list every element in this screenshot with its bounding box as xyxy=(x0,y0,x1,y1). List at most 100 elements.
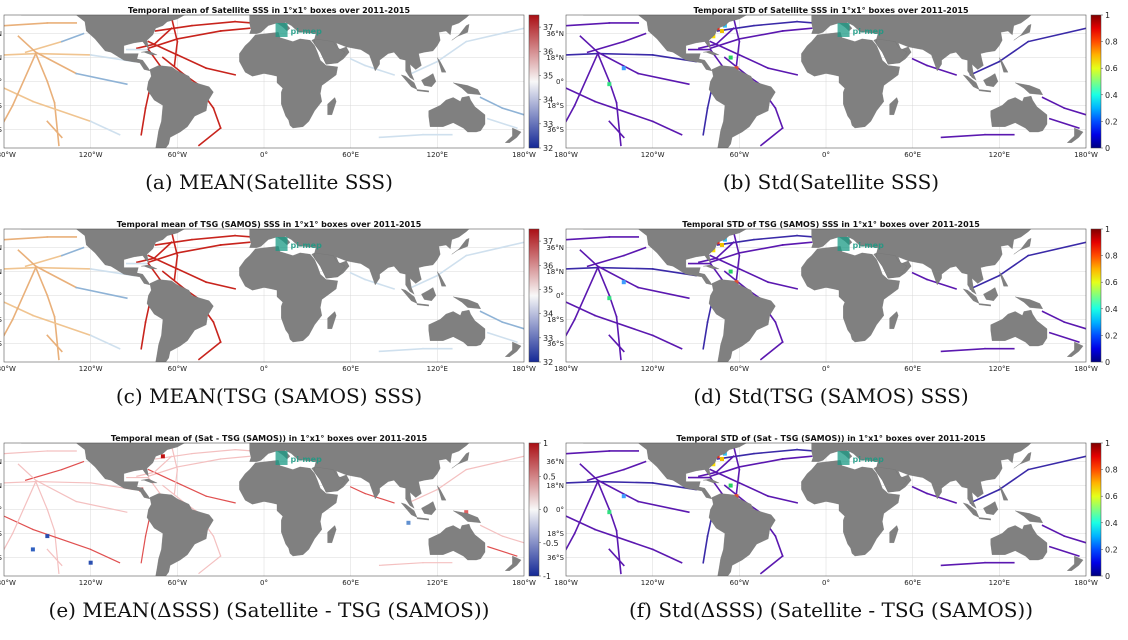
land-new-guinea xyxy=(1015,510,1043,523)
ship-track xyxy=(153,27,173,46)
ship-track xyxy=(11,480,37,535)
ship-track xyxy=(436,468,468,491)
ship-track xyxy=(940,347,986,353)
ship-track xyxy=(35,480,92,484)
pi-mep-logo: pi-mep xyxy=(837,22,884,37)
colorbar-tick-label: 34 xyxy=(543,96,553,105)
lat-tick-label: 36°N xyxy=(546,458,564,466)
land-borneo xyxy=(421,287,437,301)
land-cuba xyxy=(141,478,158,484)
ship-track xyxy=(34,480,49,511)
land-africa xyxy=(239,460,338,557)
panel-c: Temporal mean of TSG (SAMOS) SSS in 1°x1… xyxy=(0,214,568,426)
colorbar-tick-label: -0.5 xyxy=(543,539,559,548)
land-arabia-fill xyxy=(314,466,346,493)
pi-mep-logo: pi-mep xyxy=(837,236,884,251)
difference-cell xyxy=(88,560,93,565)
ship-track xyxy=(197,126,222,147)
lon-tick-label: 120°E xyxy=(427,151,448,159)
lon-tick-label: 60°E xyxy=(904,151,921,159)
lat-tick-label: 18°N xyxy=(546,482,564,490)
ship-track xyxy=(4,52,37,56)
ship-track xyxy=(147,37,179,50)
ship-track xyxy=(593,314,654,337)
ship-track xyxy=(147,251,179,264)
land-cuba xyxy=(141,50,158,56)
ship-track xyxy=(651,334,683,350)
ship-track xyxy=(479,524,504,537)
ship-track xyxy=(212,107,222,130)
land-australia xyxy=(428,95,486,133)
ship-track xyxy=(24,254,63,268)
ship-track xyxy=(969,488,1001,504)
ship-track xyxy=(34,51,78,75)
land-philippines xyxy=(999,57,1009,73)
ship-track xyxy=(759,126,784,147)
ship-track xyxy=(4,480,37,484)
ship-track xyxy=(926,492,958,504)
lon-tick-label: 180°W xyxy=(0,365,16,373)
ship-track xyxy=(715,241,735,260)
land-madagascar xyxy=(327,97,337,115)
ship-track xyxy=(176,30,222,40)
land-australia xyxy=(990,309,1048,347)
ship-track xyxy=(566,266,599,270)
colorbar-tick-label: 0.2 xyxy=(1105,545,1118,554)
lat-tick-label: 18°N xyxy=(546,268,564,276)
land-south-america xyxy=(708,493,776,576)
ship-track xyxy=(566,236,611,241)
map-frame xyxy=(565,228,1087,363)
land-new-guinea xyxy=(453,296,481,309)
lon-tick-label: 0° xyxy=(260,151,268,159)
ship-track xyxy=(34,266,92,270)
ship-track xyxy=(479,96,504,110)
land-australia xyxy=(428,523,486,561)
lat-tick-label: 18°S xyxy=(547,530,564,538)
ship-track xyxy=(89,120,121,136)
caption: (e) MEAN(ΔSSS) (Satellite - TSG (SAMOS)) xyxy=(48,598,490,622)
ship-track xyxy=(364,64,396,76)
hotspot-cell xyxy=(720,456,724,461)
ship-track xyxy=(622,246,647,257)
colorbar-tick-label: 0 xyxy=(1105,144,1110,153)
ship-track xyxy=(190,20,236,27)
map-frame xyxy=(565,442,1087,577)
ship-track xyxy=(767,495,799,504)
colorbar-tick-label: 1 xyxy=(543,439,548,448)
lon-tick-label: 180°W xyxy=(0,579,16,587)
ship-track xyxy=(566,22,611,27)
colorbar-tick-label: 0 xyxy=(1105,358,1110,367)
lon-tick-label: 60°E xyxy=(342,579,359,587)
colorbar-tick-label: 33 xyxy=(543,334,553,343)
ship-track xyxy=(566,301,596,317)
ship-track xyxy=(735,468,741,495)
lon-tick-label: 120°W xyxy=(641,579,665,587)
ship-track xyxy=(593,100,654,123)
colorbar xyxy=(1090,442,1102,577)
map-title: Temporal mean of Satellite SSS in 1°x1° … xyxy=(127,6,411,15)
colorbar-tick-label: 0.5 xyxy=(543,472,556,481)
lon-tick-label: 120°W xyxy=(641,151,665,159)
ship-track xyxy=(465,241,524,257)
lon-tick-label: 120°W xyxy=(641,365,665,373)
pi-mep-logo: pi-mep xyxy=(837,450,884,465)
ship-track xyxy=(176,244,222,254)
ship-track xyxy=(349,57,367,67)
ship-track xyxy=(732,16,741,43)
ship-track xyxy=(436,254,468,277)
land-java xyxy=(416,89,429,93)
map-plot: pi-mep 180°W 120°W 60°W 0° 60°E 120°E 180°W 36°N… xyxy=(0,14,553,159)
lon-tick-label: 180°W xyxy=(554,579,578,587)
land-sumatra xyxy=(400,502,418,518)
ship-track xyxy=(4,22,49,27)
ship-track xyxy=(136,471,155,477)
ship-track xyxy=(566,104,576,123)
ship-track xyxy=(46,508,56,532)
land-cuba xyxy=(703,478,720,484)
ship-track xyxy=(46,120,63,139)
hotspot-cell xyxy=(728,55,733,60)
ship-track xyxy=(579,463,599,482)
land-new-guinea xyxy=(453,510,481,523)
ship-track xyxy=(31,314,92,337)
ship-track xyxy=(573,52,599,107)
